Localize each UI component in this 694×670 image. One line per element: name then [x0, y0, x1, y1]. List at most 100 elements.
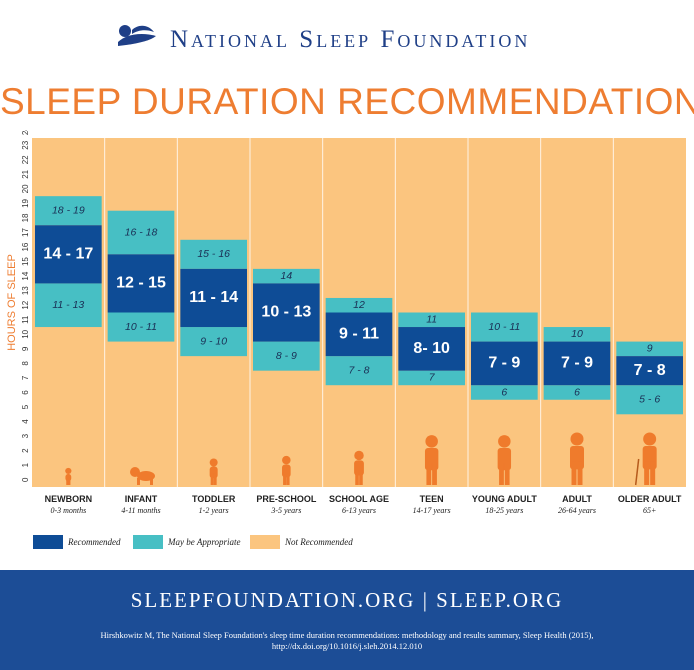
person-silhouette-icon: [130, 467, 155, 485]
y-axis-label: HOURS OF SLEEP: [6, 254, 18, 351]
leg-shape: [644, 461, 650, 485]
appropriate-high-bar: [471, 312, 538, 342]
appropriate-high-label: 15 - 16: [197, 248, 230, 260]
head-shape: [498, 435, 511, 448]
y-tick-label: 17: [21, 228, 30, 237]
appropriate-high-bar: [180, 239, 247, 269]
appropriate-low-label: 7: [429, 372, 436, 384]
recommended-bar: [180, 268, 247, 328]
y-tick-label: 18: [21, 213, 30, 222]
category-label: ADULT: [562, 494, 592, 504]
recommended-label: 12 - 15: [116, 275, 166, 292]
y-tick-label: 13: [21, 286, 30, 295]
recommended-bar: [398, 327, 465, 371]
leg-shape: [213, 473, 217, 485]
legend-label: Recommended: [67, 537, 121, 547]
leg-shape: [499, 462, 504, 485]
appropriate-low-bar: [471, 385, 538, 400]
citation-line-2: http://dx.doi.org/10.1016/j.sleh.2014.12…: [271, 641, 423, 651]
leg-shape: [571, 461, 577, 485]
appropriate-low-label: 11 - 13: [52, 299, 84, 311]
recommended-label: 14 - 17: [43, 246, 93, 263]
y-tick-label: 23: [21, 140, 30, 149]
footer: SLEEPFOUNDATION.ORG | SLEEP.ORG Hirshkow…: [0, 570, 694, 670]
category-label: TEEN: [420, 494, 444, 504]
appropriate-high-label: 12: [353, 299, 365, 311]
leg-shape: [66, 477, 69, 485]
category-label: YOUNG ADULT: [472, 494, 537, 504]
appropriate-high-label: 10 - 11: [488, 321, 520, 333]
leg-shape: [577, 461, 583, 485]
org-name: National Sleep Foundation: [170, 26, 531, 53]
appropriate-low-bar: [35, 283, 102, 328]
age-range-label: 6-13 years: [342, 506, 376, 515]
recommended-bar: [107, 254, 175, 313]
y-tick-label: 10: [21, 329, 30, 338]
category-label: PRE-SCHOOL: [256, 494, 317, 504]
y-tick-label: 3: [21, 433, 30, 438]
appropriate-low-label: 6: [574, 386, 580, 398]
head-shape: [354, 450, 364, 461]
recommended-label: 9 - 11: [339, 326, 379, 343]
leg-shape: [432, 462, 437, 485]
appropriate-high-label: 18 - 19: [52, 204, 85, 216]
appropriate-high-bar: [543, 327, 611, 342]
appropriate-low-label: 6: [501, 386, 507, 398]
y-tick-label: 1: [21, 462, 30, 467]
head-shape: [209, 458, 218, 467]
appropriate-low-label: 7 - 8: [348, 364, 369, 376]
appropriate-low-bar: [325, 356, 393, 386]
y-tick-label: 21: [21, 169, 30, 178]
category-label: SCHOOL AGE: [329, 494, 389, 504]
age-range-label: 3-5 years: [270, 506, 301, 515]
person-silhouette-icon: [282, 455, 291, 485]
cane-shape: [634, 458, 640, 486]
age-range-label: 0-3 months: [50, 506, 86, 515]
y-tick-label: 4: [21, 419, 30, 424]
header: National Sleep Foundation: [0, 0, 694, 78]
infant-arm-shape: [137, 478, 140, 485]
category-label: OLDER ADULT: [618, 494, 682, 504]
recommended-label: 7 - 9: [561, 355, 593, 372]
y-tick-label: 12: [21, 300, 30, 309]
infant-head-shape: [130, 467, 140, 477]
person-silhouette-icon: [497, 435, 512, 485]
head-shape: [425, 435, 438, 448]
leg-shape: [210, 473, 214, 485]
y-tick-label: 8: [21, 361, 30, 366]
appropriate-high-label: 10: [571, 328, 583, 340]
age-range-label: 65+: [643, 506, 656, 515]
age-range-label: 26-64 years: [558, 506, 596, 515]
recommended-label: 10 - 13: [261, 304, 311, 321]
y-tick-label: 2: [21, 448, 30, 453]
appropriate-high-bar: [398, 312, 465, 328]
y-tick-label: 6: [21, 390, 30, 395]
appropriate-low-label: 9 - 10: [200, 335, 227, 347]
footer-urls: SLEEPFOUNDATION.ORG | SLEEP.ORG: [130, 588, 564, 612]
y-tick-label: 24: [21, 130, 30, 135]
y-tick-label: 19: [21, 198, 30, 207]
y-tick-label: 9: [21, 346, 30, 351]
category-label: NEWBORN: [45, 494, 93, 504]
leg-shape: [68, 477, 71, 485]
person-silhouette-icon: [354, 450, 364, 485]
appropriate-high-label: 11: [426, 314, 437, 326]
person-silhouette-icon: [209, 458, 218, 485]
recommended-bar: [543, 341, 611, 386]
chart-title: SLEEP DURATION RECOMMENDATIONS: [0, 81, 694, 122]
appropriate-high-bar: [253, 268, 320, 284]
age-range-label: 1-2 years: [199, 506, 229, 515]
person-silhouette-icon: [634, 432, 657, 486]
person-silhouette-icon: [570, 432, 584, 485]
y-tick-label: 11: [21, 315, 30, 324]
age-range-label: 4-11 months: [121, 506, 160, 515]
recommended-label: 8- 10: [413, 340, 450, 357]
infant-leg-shape: [150, 478, 153, 485]
person-silhouette-icon: [424, 435, 439, 485]
recommended-label: 7 - 8: [634, 362, 666, 379]
sleeping-figure-logo-icon: [118, 25, 156, 46]
y-tick-label: 15: [21, 257, 30, 266]
leg-shape: [650, 461, 656, 485]
appropriate-high-bar: [616, 341, 683, 357]
legend-swatch: [133, 535, 163, 549]
